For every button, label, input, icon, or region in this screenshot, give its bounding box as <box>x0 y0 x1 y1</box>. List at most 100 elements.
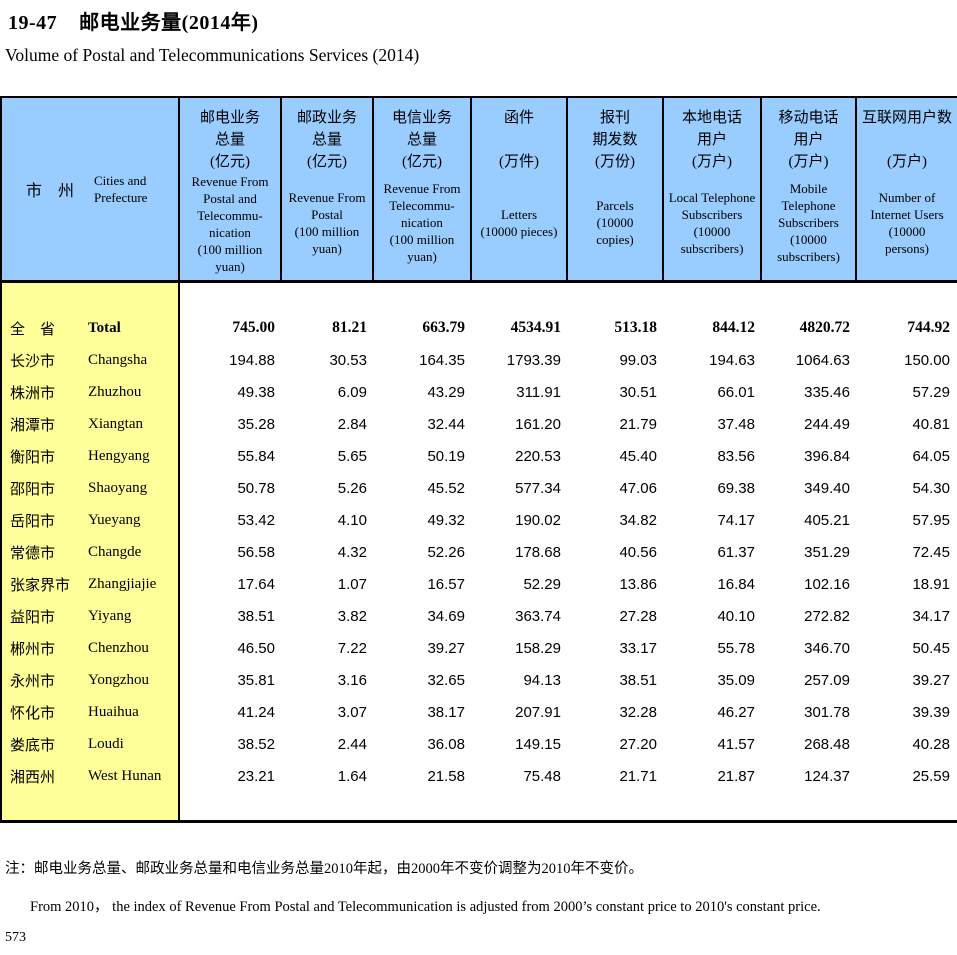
table-cell: 39.27 <box>427 639 465 657</box>
row-label-cn: 长沙市 <box>10 353 56 370</box>
table-cell: 34.82 <box>619 511 657 529</box>
column-header-parcels: 报刊 期发数 (万份) Parcels (10000 copies) <box>568 98 664 280</box>
row-label-cn: 湘潭市 <box>10 417 56 434</box>
row-label-cn: 怀化市 <box>10 705 56 722</box>
table-cell: 150.00 <box>904 351 950 369</box>
table-cell: 55.78 <box>717 639 755 657</box>
table-cell: 83.56 <box>717 447 755 465</box>
table-cell: 50.19 <box>427 447 465 465</box>
row-label-en: Chenzhou <box>88 639 149 656</box>
table-cell: 49.38 <box>237 383 275 401</box>
table-cell: 41.24 <box>237 703 275 721</box>
table-cell: 1793.39 <box>506 351 561 369</box>
table-cell: 50.78 <box>237 479 275 497</box>
table-cell: 16.84 <box>717 575 755 593</box>
row-label: 常德市 Changde <box>2 536 180 568</box>
footnote-en: From 2010， the index of Revenue From Pos… <box>30 899 821 915</box>
row-label-cn: 娄底市 <box>10 737 56 754</box>
row-label-cn: 全 省 <box>10 321 56 338</box>
table-cell: 74.17 <box>717 511 755 529</box>
table-cell: 194.63 <box>709 351 755 369</box>
row-label: 邵阳市 Shaoyang <box>2 472 180 504</box>
column-header-en: Revenue From Telecommu- nication (100 mi… <box>383 181 461 264</box>
table-cell: 161.20 <box>515 415 561 433</box>
table-row: 邵阳市 Shaoyang 50.78 5.26 45.52 577.34 47.06 69.3… <box>2 472 957 504</box>
column-header-mobile-telephone: 移动电话 用户 (万户) Mobile Telephone Subscriber… <box>762 98 857 280</box>
table-cell: 363.74 <box>515 607 561 625</box>
table-cell: 23.21 <box>237 767 275 785</box>
table-cell: 21.58 <box>427 767 465 785</box>
table-cell: 844.12 <box>712 319 755 336</box>
table-cell: 351.29 <box>804 543 850 561</box>
table-cell: 32.28 <box>619 703 657 721</box>
table-cell: 1064.63 <box>795 351 850 369</box>
table-cell: 49.32 <box>427 511 465 529</box>
table-cell: 38.17 <box>427 703 465 721</box>
table-cell: 39.27 <box>912 671 950 689</box>
table-cell: 46.27 <box>717 703 755 721</box>
table-cell: 40.10 <box>717 607 755 625</box>
table-cell: 94.13 <box>523 671 561 689</box>
table-cell: 56.58 <box>237 543 275 561</box>
table-cell: 57.29 <box>912 383 950 401</box>
column-header-en: Parcels (10000 copies) <box>596 198 634 247</box>
table-cell: 405.21 <box>804 511 850 529</box>
table-cell: 69.38 <box>717 479 755 497</box>
table-cell: 1.07 <box>337 575 367 593</box>
row-label-cn: 岳阳市 <box>10 513 56 530</box>
row-label-en: Total <box>88 319 121 336</box>
table-cell: 18.91 <box>912 575 950 593</box>
table-cell: 39.39 <box>912 703 950 721</box>
row-label-en: Changsha <box>88 351 148 368</box>
table-row: 湘西州 West Hunan 23.21 1.64 21.58 75.48 21.71 21.… <box>2 760 957 792</box>
table-cell: 7.22 <box>337 639 367 657</box>
footnote-cn: 注：邮电业务总量、邮政业务总量和电信业务总量2010年起，由2000年不变价调整… <box>5 861 643 877</box>
table-cell: 75.48 <box>523 767 561 785</box>
table-cell: 45.40 <box>619 447 657 465</box>
table-cell: 149.15 <box>515 735 561 753</box>
table-cell: 335.46 <box>804 383 850 401</box>
table-cell: 35.81 <box>237 671 275 689</box>
table-body: 全 省 Total 745.00 81.21 663.79 4534.91 513.18 84… <box>2 283 957 823</box>
table-cell: 38.51 <box>237 607 275 625</box>
table-cell: 37.48 <box>717 415 755 433</box>
column-header-local-telephone: 本地电话 用户 (万户) Local Telephone Subscribers… <box>664 98 762 280</box>
row-label: 岳阳市 Yueyang <box>2 504 180 536</box>
table-cell: 55.84 <box>237 447 275 465</box>
row-label: 湘潭市 Xiangtan <box>2 408 180 440</box>
row-label: 郴州市 Chenzhou <box>2 632 180 664</box>
row-label-cn: 益阳市 <box>10 609 56 626</box>
row-label-cn: 株洲市 <box>10 385 56 402</box>
page-title: 19-47 邮电业务量(2014年) <box>8 12 259 34</box>
table-row: 永州市 Yongzhou 35.81 3.16 32.65 94.13 38.51 35.09… <box>2 664 957 696</box>
column-header-internet-users: 互联网用户数 (万户) Number of Internet Users (10… <box>857 98 957 280</box>
table-cell: 207.91 <box>515 703 561 721</box>
table-cell: 3.16 <box>337 671 367 689</box>
table-cell: 2.84 <box>337 415 367 433</box>
table-cell: 32.65 <box>427 671 465 689</box>
row-label: 长沙市 Changsha <box>2 344 180 376</box>
table-cell: 36.08 <box>427 735 465 753</box>
row-label-cn: 张家界市 <box>10 577 71 594</box>
table-row: 湘潭市 Xiangtan 35.28 2.84 32.44 161.20 21.79 37.4… <box>2 408 957 440</box>
table-cell: 32.44 <box>427 415 465 433</box>
table-row: 张家界市 Zhangjiajie 17.64 1.07 16.57 52.29 13.86 1… <box>2 568 957 600</box>
row-label-en: Hengyang <box>88 447 150 464</box>
data-table: 市 州 Cities and Prefecture 邮电业务 总量 (亿元) R… <box>0 96 957 823</box>
table-cell: 27.28 <box>619 607 657 625</box>
table-filler-row <box>2 792 957 820</box>
corner-label-cn: 市 州 <box>26 183 75 200</box>
table-cell: 43.29 <box>427 383 465 401</box>
row-label: 永州市 Yongzhou <box>2 664 180 696</box>
table-cell: 35.28 <box>237 415 275 433</box>
table-cell: 21.71 <box>619 767 657 785</box>
column-header-en: Mobile Telephone Subscribers (10000 subs… <box>777 181 840 264</box>
column-header-en: Revenue From Postal and Telecommu- nicat… <box>191 174 269 274</box>
table-cell: 178.68 <box>515 543 561 561</box>
row-label-en: Changde <box>88 543 142 560</box>
table-cell: 272.82 <box>804 607 850 625</box>
table-cell: 4820.72 <box>799 319 850 336</box>
table-cell: 745.00 <box>232 319 275 336</box>
table-cell: 577.34 <box>515 479 561 497</box>
table-cell: 311.91 <box>516 383 561 401</box>
